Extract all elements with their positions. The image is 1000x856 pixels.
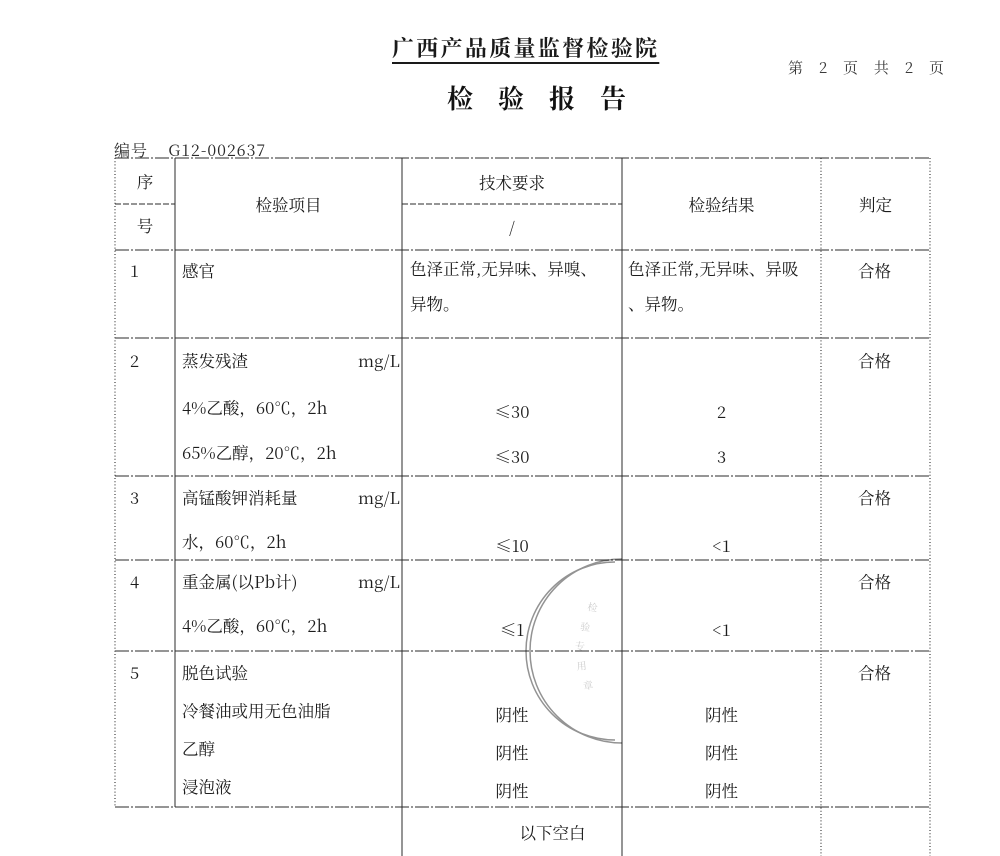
svg-text:专: 专 — [575, 638, 585, 653]
svg-text:章: 章 — [582, 676, 595, 693]
svg-text:检: 检 — [586, 598, 598, 615]
svg-text:用: 用 — [576, 657, 588, 673]
svg-text:验: 验 — [580, 618, 592, 634]
